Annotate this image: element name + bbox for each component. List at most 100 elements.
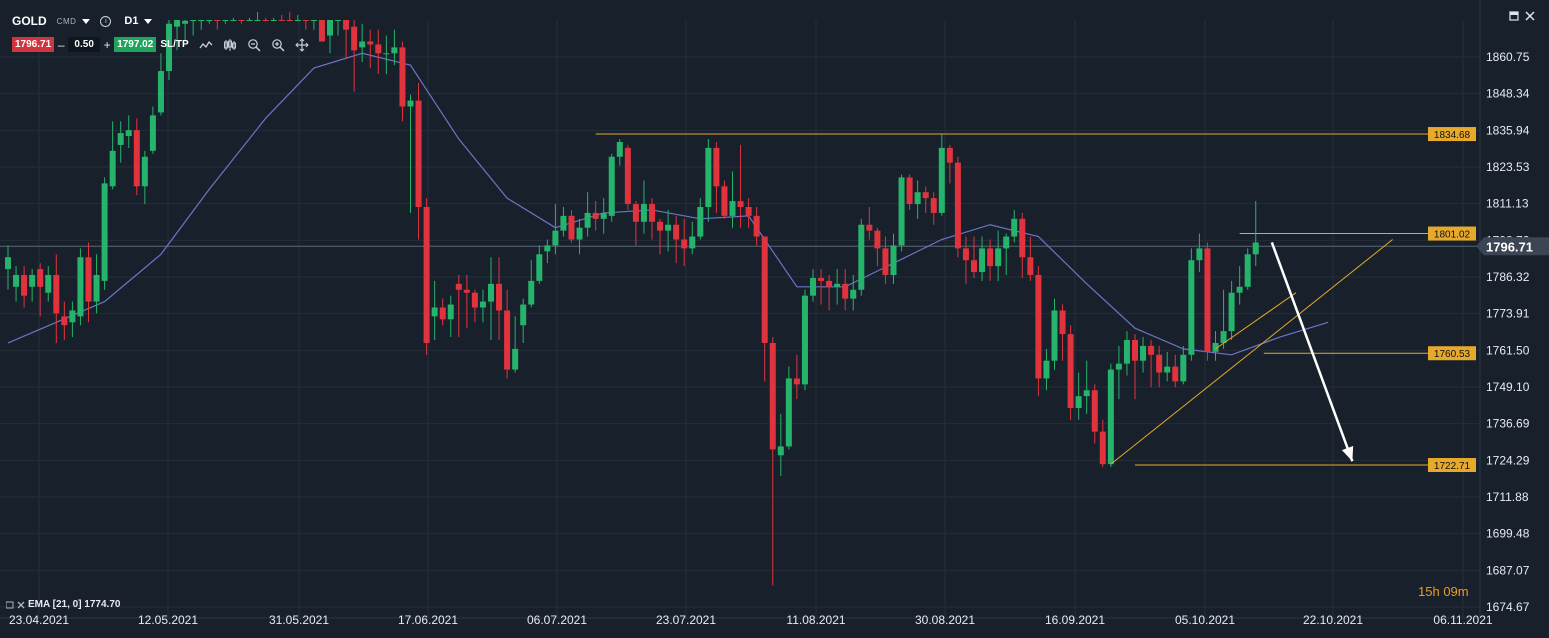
candle	[391, 29, 398, 66]
candle	[640, 180, 647, 234]
candle-body	[818, 277, 825, 281]
candle-body	[705, 147, 712, 208]
candle-body	[447, 304, 454, 320]
candle-body	[141, 156, 148, 187]
line-chart-icon[interactable]	[199, 38, 213, 52]
candle	[930, 192, 937, 225]
candle	[632, 201, 639, 246]
candle	[624, 144, 631, 210]
candle	[318, 20, 325, 42]
candle	[238, 20, 245, 24]
candle-body	[1019, 218, 1026, 258]
candle	[1115, 345, 1122, 400]
zoom-out-icon[interactable]	[247, 38, 261, 52]
candle-body	[1180, 354, 1187, 382]
move-icon[interactable]	[294, 37, 309, 52]
candle-body	[254, 20, 261, 21]
candle-body	[785, 378, 792, 447]
symbol-name[interactable]: GOLD	[12, 14, 47, 28]
candle	[463, 274, 470, 329]
candle-body	[343, 20, 350, 30]
candle-body	[157, 71, 164, 113]
y-tick-label: 1736.69	[1486, 417, 1530, 431]
sltp-button[interactable]: SL/TP	[160, 39, 189, 50]
candle	[1043, 348, 1050, 391]
candlestick-icon[interactable]	[223, 38, 237, 52]
y-tick-label: 1724.29	[1486, 453, 1530, 467]
candle-body	[729, 201, 736, 216]
candle-body	[13, 274, 20, 287]
close-window-icon[interactable]	[1525, 8, 1535, 21]
candle-body	[166, 23, 172, 72]
candle-body	[1115, 363, 1122, 370]
timer-hours-unit: h	[1432, 584, 1440, 599]
timeframe-selector[interactable]: D1	[124, 15, 139, 27]
candle	[600, 198, 607, 234]
candle	[254, 11, 261, 21]
candle-timer: 15h 09m	[1418, 584, 1469, 599]
level-label: 1801.02	[1434, 230, 1471, 241]
candle-body	[206, 20, 213, 21]
candle-body	[1212, 342, 1219, 352]
candle	[1011, 209, 1018, 243]
candle	[1123, 331, 1130, 376]
candle-body	[608, 156, 615, 216]
candle	[616, 139, 623, 166]
quantity-increase-button[interactable]: +	[103, 37, 111, 52]
candle	[262, 17, 269, 21]
y-tick-label: 1674.67	[1486, 600, 1530, 614]
y-tick-label: 1823.53	[1486, 160, 1530, 174]
candle	[1244, 248, 1251, 290]
candle-body	[624, 147, 631, 205]
quantity-input[interactable]: 0.50	[68, 37, 101, 52]
candle-body	[922, 192, 929, 199]
candle-body	[463, 289, 470, 293]
candle	[568, 209, 575, 243]
candle-body	[1204, 248, 1211, 352]
candle-body	[962, 248, 969, 261]
ema-path	[7, 52, 1329, 356]
dropdown-arrow-icon[interactable]	[144, 18, 153, 24]
candle-body	[479, 301, 486, 308]
candle-body	[761, 236, 768, 343]
candle	[1132, 334, 1138, 400]
info-icon[interactable]: i	[100, 15, 112, 27]
candle-body	[979, 248, 986, 273]
indicator-remove-icon[interactable]	[17, 601, 26, 609]
y-tick-label: 1786.32	[1486, 270, 1530, 284]
candle	[560, 207, 567, 237]
dropdown-arrow-icon[interactable]	[82, 18, 91, 24]
candle	[1003, 233, 1010, 275]
candle	[359, 23, 366, 63]
x-tick-label: 12.05.2021	[138, 613, 198, 627]
candle	[439, 298, 446, 326]
candle	[914, 180, 921, 219]
candle-body	[439, 307, 446, 320]
quantity-decrease-button[interactable]: –	[57, 37, 65, 52]
candle	[222, 20, 229, 24]
candle-body	[882, 248, 889, 275]
candle-body	[898, 177, 905, 246]
candle-body	[174, 20, 181, 27]
candle	[818, 269, 825, 305]
candle-body	[1051, 310, 1058, 361]
candle-body	[560, 215, 567, 231]
indicator-settings-icon[interactable]	[5, 601, 15, 609]
candle-body	[834, 283, 841, 287]
buy-price-button[interactable]: 1797.02	[114, 37, 157, 52]
candle	[375, 29, 382, 74]
y-tick-label: 1773.91	[1486, 307, 1530, 321]
restore-window-icon[interactable]	[1509, 8, 1519, 21]
zoom-in-icon[interactable]	[271, 38, 285, 52]
candle	[93, 254, 100, 314]
sell-price-button[interactable]: 1796.71	[12, 37, 55, 52]
candle-body	[1220, 331, 1227, 343]
candle	[962, 236, 969, 284]
candle	[979, 236, 986, 281]
candle	[874, 227, 881, 267]
candle-body	[77, 257, 84, 317]
candle	[793, 354, 800, 400]
candle-body	[37, 269, 44, 287]
